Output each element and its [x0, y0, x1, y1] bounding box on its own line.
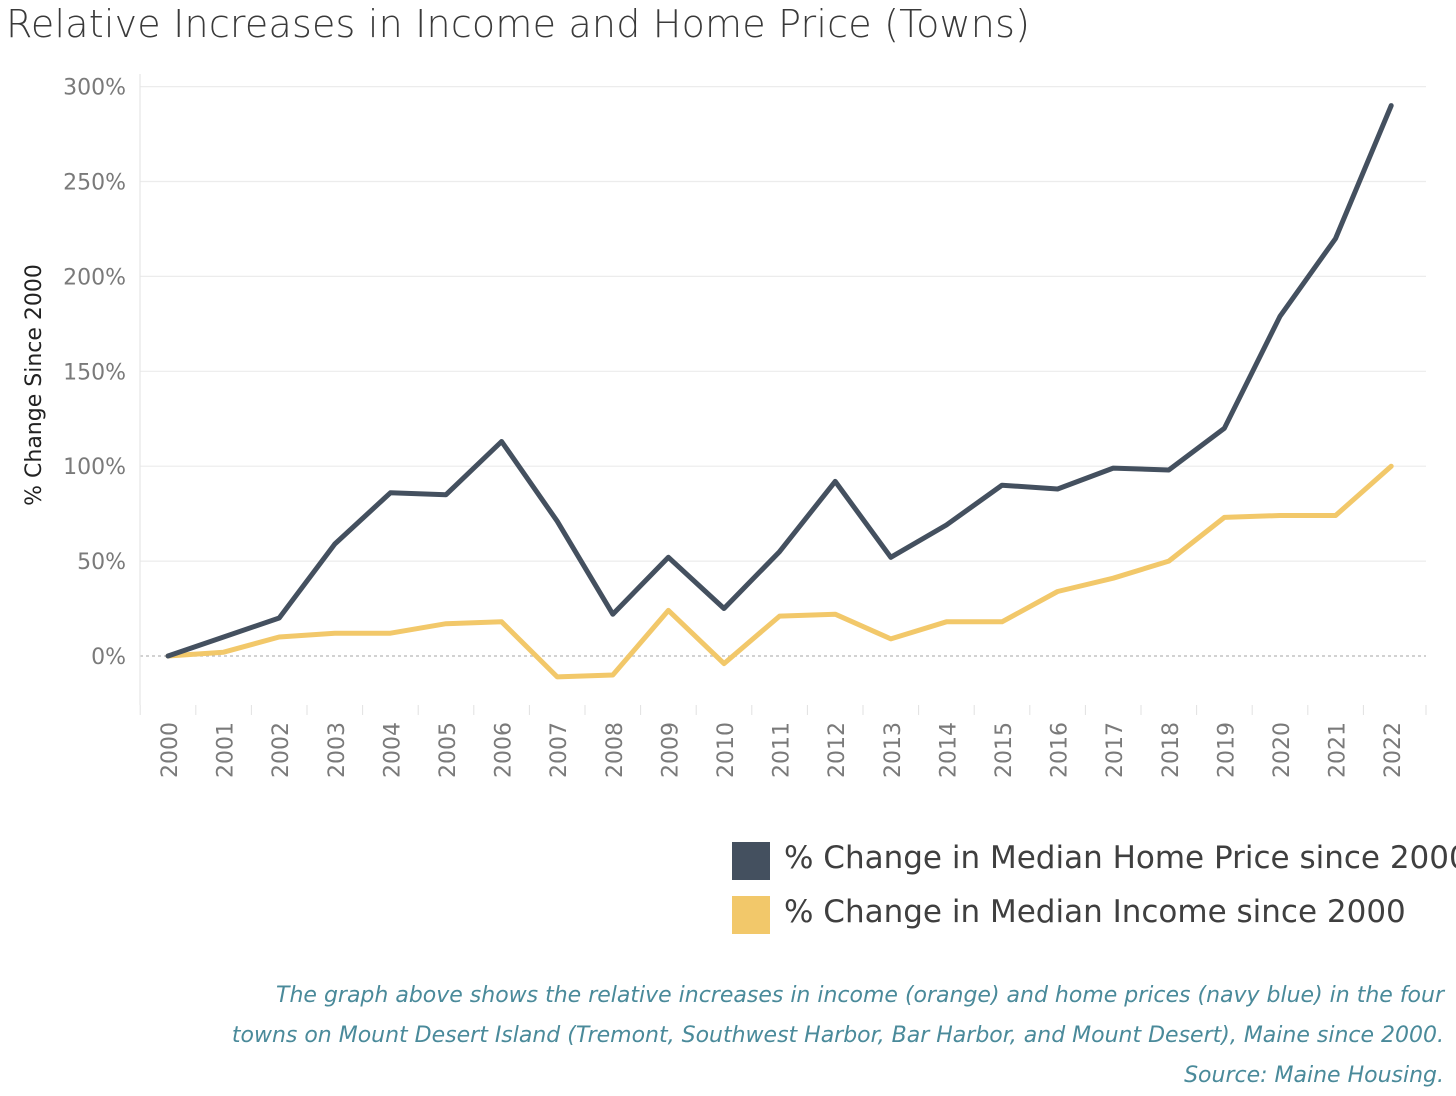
series-lines: [165, 103, 1394, 680]
legend-swatch-home-price: [732, 842, 770, 880]
x-tick-label: 2008: [603, 722, 628, 778]
x-tick-label: 2000: [158, 722, 183, 778]
y-tick-label: 250%: [63, 171, 126, 196]
y-tick-label: 100%: [63, 455, 126, 480]
caption-line-2: towns on Mount Desert Island (Tremont, S…: [231, 1023, 1444, 1048]
x-tick-label: 2002: [269, 722, 294, 778]
x-tick-label: 2015: [992, 722, 1017, 778]
y-tick-label: 0%: [91, 645, 126, 670]
y-tick-label: 300%: [63, 76, 126, 101]
chart-title: Relative Increases in Income and Home Pr…: [6, 2, 1031, 46]
line-chart: 0%50%100%150%200%250%300% 2000 2001 2002 20…: [22, 74, 1427, 778]
x-tick-label: 2005: [436, 722, 461, 778]
x-tick-label: 2022: [1381, 722, 1406, 778]
series-line-income: [165, 463, 1394, 680]
x-tick-label: 2019: [1214, 722, 1239, 778]
legend-label-income: % Change in Median Income since 2000: [784, 894, 1406, 930]
legend-swatch-income: [732, 896, 770, 934]
caption-line-3: Source: Maine Housing.: [1184, 1063, 1444, 1088]
y-tick-label: 150%: [63, 360, 126, 385]
x-tick-labels: 2000 2001 2002 2003 2004 2005 2006 2007 2008 2009…: [158, 722, 1406, 778]
x-tick-label: 2004: [380, 722, 405, 778]
x-tick-label: 2010: [714, 722, 739, 778]
x-tick-label: 2018: [1159, 722, 1184, 778]
y-tick-label: 50%: [77, 550, 126, 575]
x-tick-label: 2003: [325, 722, 350, 778]
grid-lines: [140, 85, 1426, 657]
series-line-home-price: [165, 103, 1394, 659]
x-tick-label: 2011: [770, 722, 795, 778]
x-tick-label: 2013: [881, 722, 906, 778]
x-tick-label: 2021: [1326, 722, 1351, 778]
x-tick-label: 2009: [658, 722, 683, 778]
x-tick-label: 2007: [547, 722, 572, 778]
x-tick-label: 2016: [1048, 722, 1073, 778]
axes: [139, 74, 1427, 715]
x-tick-label: 2012: [825, 722, 850, 778]
x-tick-label: 2017: [1103, 722, 1128, 778]
y-tick-label: 200%: [63, 265, 126, 290]
caption-line-1: The graph above shows the relative incre…: [276, 983, 1444, 1008]
y-axis-label: % Change Since 2000: [22, 264, 47, 506]
y-tick-labels: 0% 50% 100% 150% 200% 250% 300%: [63, 76, 126, 670]
x-tick-label: 2001: [214, 722, 239, 778]
x-tick-label: 2006: [492, 722, 517, 778]
x-tick-label: 2020: [1270, 722, 1295, 778]
caption: The graph above shows the relative incre…: [24, 976, 1444, 1096]
x-tick-label: 2014: [936, 722, 961, 778]
legend-label-home-price: % Change in Median Home Price since 2000: [784, 840, 1456, 876]
